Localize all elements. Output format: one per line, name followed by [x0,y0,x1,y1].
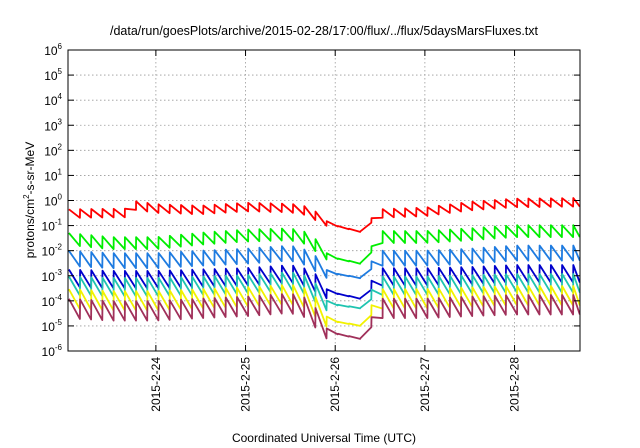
y-tick-label: 103 [44,117,62,133]
y-axis-label-sup: 2 [22,194,31,199]
y-tick-label: 106 [44,42,62,58]
y-tick-label: 100 [44,193,62,209]
y-tick-label: 10-2 [42,243,63,259]
y-tick-label: 10-5 [42,318,63,334]
y-tick-label: 10-6 [42,343,63,359]
y-tick-label: 10-4 [42,293,63,309]
axis-ticks: 10-6 10-5 10-4 10-3 10-2 10-1 100 101 102 103 104 1… [42,42,580,412]
x-tick-label: 2015-2-28 [508,357,522,412]
x-tick-label: 2015-2-24 [149,357,163,412]
y-tick-label: 10-1 [42,218,63,234]
flux-series-1 [68,197,581,233]
x-axis-label: Coordinated Universal Time (UTC) [232,431,416,445]
y-axis-label-rest: -s-sr-MeV [23,142,37,195]
series-group [68,197,581,340]
y-tick-label: 104 [44,92,62,108]
x-tick-label: 2015-2-25 [239,357,253,412]
chart-title: /data/run/goesPlots/archive/2015-02-28/1… [110,24,539,38]
y-axis-label-base: protons/cm [23,199,37,258]
flux-series-2 [68,224,581,265]
flux-series-3 [68,244,581,280]
x-tick-label: 2015-2-27 [418,357,432,412]
y-tick-label: 101 [44,167,62,183]
y-tick-label: 10-3 [42,268,63,284]
flux-series-7 [68,293,581,340]
y-tick-label: 102 [44,142,62,158]
grid [68,50,580,351]
x-tick-label: 2015-2-26 [328,357,342,412]
y-axis-label: protons/cm2-s-sr-MeV [22,142,37,258]
y-tick-label: 105 [44,67,62,83]
